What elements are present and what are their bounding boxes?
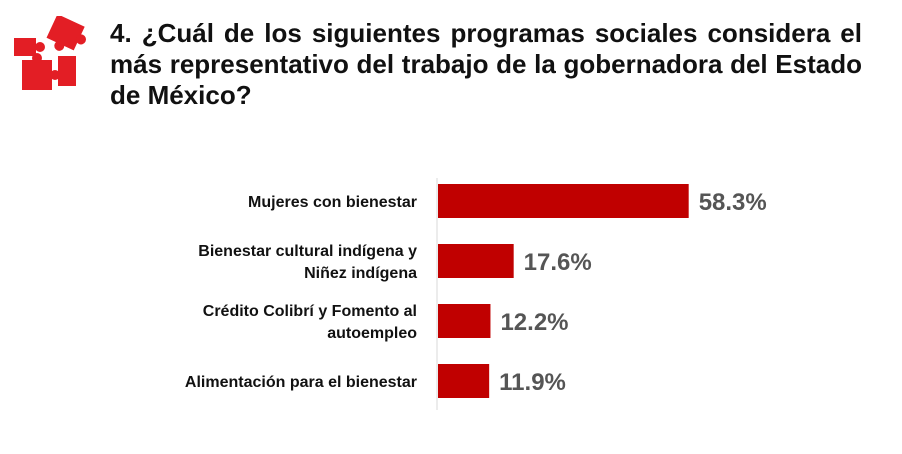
horizontal-bar-chart: 58.3% Mujeres con bienestar 17.6% Bienestar…: [185, 178, 767, 410]
category-label-2-line-1: Bienestar cultural indígena y: [198, 243, 417, 260]
bar-4: [438, 364, 490, 398]
bar-2: [438, 244, 514, 278]
value-label-3: 12.2%: [500, 309, 568, 336]
value-label-4: 11.9%: [499, 369, 566, 396]
bar-3: [438, 304, 491, 338]
category-label-2-line-2: Niñez indígena: [304, 265, 417, 282]
puzzle-pieces-icon: [14, 16, 87, 90]
category-label-3-line-2: autoempleo: [327, 325, 417, 342]
question-title: 4. ¿Cuál de los siguientes programas soc…: [110, 18, 862, 111]
value-label-1: 58.3%: [699, 189, 767, 216]
value-label-2: 17.6%: [524, 249, 592, 276]
category-label-1: Mujeres con bienestar: [248, 194, 417, 211]
bar-1: [438, 184, 689, 218]
category-label-4: Alimentación para el bienestar: [185, 374, 417, 391]
category-label-3-line-1: Crédito Colibrí y Fomento al: [203, 303, 417, 320]
